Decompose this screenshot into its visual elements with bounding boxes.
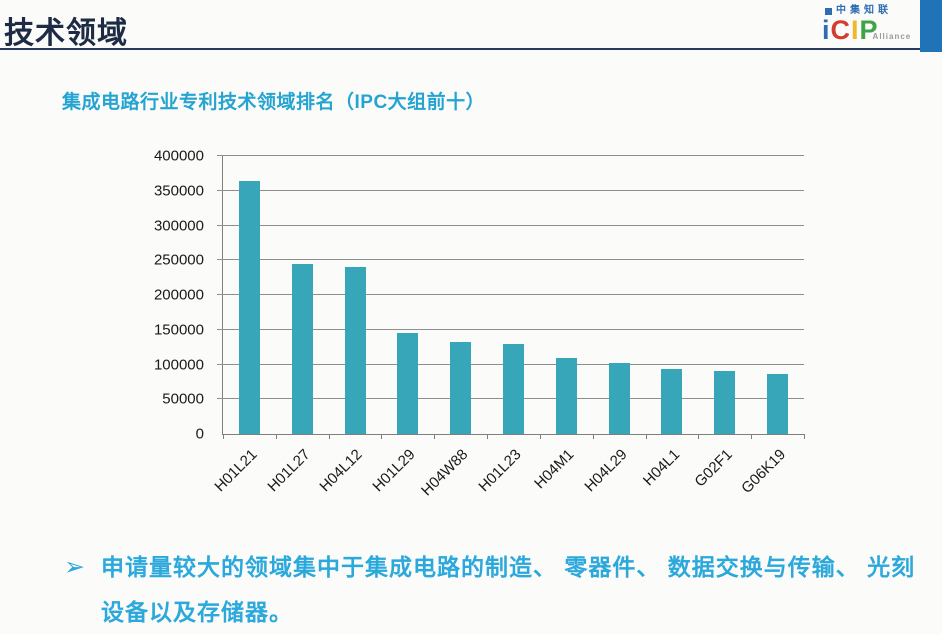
- y-tick-label: 50000: [162, 390, 204, 408]
- gridline: [217, 155, 804, 156]
- logo-letter-i: i: [822, 15, 831, 45]
- x-tick-label: H04L1: [639, 446, 683, 490]
- x-tick-label: H04L12: [316, 446, 367, 496]
- logo-letter-P: P: [859, 15, 879, 45]
- bar-H01L23: [502, 344, 524, 434]
- y-tick-label: 0: [195, 425, 204, 443]
- logo-mark-icon: [825, 7, 832, 15]
- bar-H04L12: [344, 267, 366, 434]
- summary-note: ➢ 申请量较大的领域集中于集成电路的制造、 零器件、 数据交换与传输、 光刻 设…: [64, 545, 915, 634]
- bar-chart: 0 50000 100000 150000 200000 250000 300000 3500…: [0, 148, 942, 516]
- y-axis-labels: 0 50000 100000 150000 200000 250000 300000 3500…: [0, 148, 212, 443]
- bar-H01L29: [397, 332, 419, 434]
- gridline: [217, 259, 804, 261]
- x-axis-tick: [275, 434, 277, 439]
- icip-logo: 中集知联 iCIPAlliance: [822, 6, 914, 44]
- x-tick-label: H01L29: [369, 446, 419, 496]
- logo-letters: iCIPAlliance: [822, 17, 914, 44]
- corner-accent-bar: [920, 0, 942, 52]
- plot-area: [217, 155, 805, 439]
- x-tick-label: H01L21: [211, 446, 261, 496]
- x-axis-tick: [645, 434, 647, 439]
- logo-letter-I: I: [851, 15, 860, 45]
- bar-H01L21: [238, 181, 260, 434]
- logo-top-row: 中集知联: [825, 6, 914, 16]
- logo-letter-C: C: [830, 15, 852, 45]
- y-tick-label: 300000: [153, 217, 204, 234]
- x-tick-label: H04M1: [531, 446, 578, 493]
- x-tick-label: G02F1: [691, 446, 736, 491]
- y-tick-label: 200000: [153, 286, 204, 304]
- bar-H04W88: [450, 342, 472, 434]
- arrow-bullet-icon: ➢: [64, 553, 85, 581]
- logo-alliance-text: Alliance: [872, 32, 912, 41]
- x-tick-label: H01L23: [475, 446, 525, 496]
- x-axis-tick: [223, 434, 224, 439]
- x-axis-labels: H01L21 H01L27 H04L12 H01L29 H04W88 H01L23 H04M…: [211, 438, 803, 513]
- summary-line-2: 设备以及存储器。: [100, 599, 293, 625]
- x-axis-tick: [328, 434, 330, 439]
- x-axis-tick: [804, 434, 805, 439]
- x-tick-label: G06K19: [737, 446, 789, 497]
- y-tick-label: 350000: [153, 182, 204, 200]
- x-axis-tick: [487, 434, 489, 439]
- bars: [223, 156, 804, 434]
- x-axis-tick: [539, 434, 541, 439]
- bar-H04M1: [555, 357, 577, 434]
- summary-text: 申请量较大的领域集中于集成电路的制造、 零器件、 数据交换与传输、 光刻 设备以…: [101, 545, 915, 634]
- chart-title: 集成电路行业专利技术领域排名（IPC大组前十）: [62, 92, 486, 113]
- bar-G06K19: [767, 373, 789, 434]
- x-axis-tick: [381, 434, 383, 439]
- x-axis-tick: [434, 434, 436, 439]
- x-tick-label: H04W88: [418, 446, 472, 500]
- gridline: [217, 224, 804, 226]
- page-title: 技术领域: [4, 17, 128, 50]
- bar-H01L27: [291, 264, 313, 434]
- summary-line-1: 申请量较大的领域集中于集成电路的制造、 零器件、 数据交换与传输、 光刻: [100, 554, 916, 580]
- x-axis-tick: [698, 434, 700, 439]
- y-tick-label: 400000: [153, 147, 204, 165]
- gridline: [217, 189, 804, 191]
- y-tick-label: 250000: [153, 251, 204, 269]
- x-axis-tick: [751, 434, 753, 439]
- bar-H04L29: [608, 363, 630, 434]
- bar-H04L1: [661, 369, 683, 434]
- gridline: [217, 328, 804, 330]
- gridline: [217, 294, 804, 295]
- y-tick-label: 150000: [153, 321, 204, 339]
- logo-cn-text: 中集知联: [836, 5, 892, 16]
- x-tick-label: H01L27: [264, 446, 314, 496]
- header-divider: [0, 48, 936, 50]
- x-axis-tick: [592, 434, 594, 439]
- bar-G02F1: [714, 371, 736, 434]
- x-tick-label: H04L29: [580, 446, 631, 496]
- y-tick-label: 100000: [153, 356, 204, 373]
